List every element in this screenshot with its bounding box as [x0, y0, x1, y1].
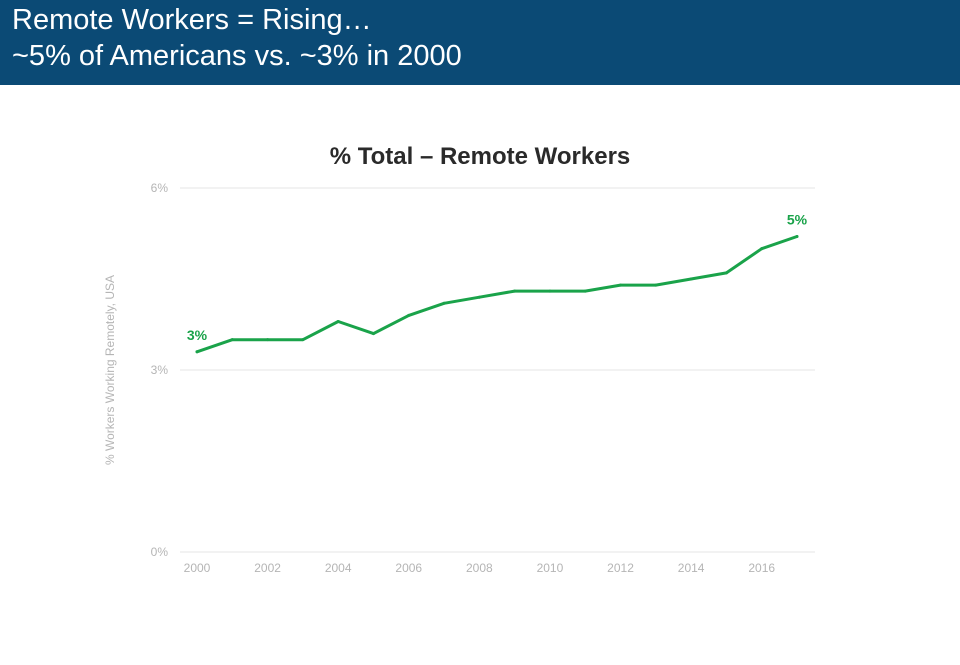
- y-tick-label: 0%: [151, 545, 169, 559]
- slide-header: Remote Workers = Rising… ~5% of American…: [0, 0, 960, 85]
- data-point: [266, 338, 270, 342]
- data-point: [301, 338, 305, 342]
- data-point: [477, 295, 481, 299]
- data-point: [619, 283, 623, 287]
- y-tick-label: 6%: [151, 181, 169, 195]
- x-tick-label: 2002: [254, 561, 281, 575]
- data-point: [513, 289, 517, 293]
- data-point: [689, 277, 693, 281]
- x-tick-label: 2010: [537, 561, 564, 575]
- data-point: [195, 350, 199, 354]
- data-point: [230, 338, 234, 342]
- x-tick-label: 2012: [607, 561, 634, 575]
- data-point: [795, 235, 799, 239]
- data-point: [336, 319, 340, 323]
- data-point: [760, 247, 764, 251]
- data-point: [654, 283, 658, 287]
- x-tick-label: 2000: [184, 561, 211, 575]
- x-tick-label: 2006: [395, 561, 422, 575]
- chart-title: % Total – Remote Workers: [330, 143, 631, 170]
- x-tick-label: 2004: [325, 561, 352, 575]
- data-label: 3%: [187, 327, 208, 343]
- slide-title: Remote Workers = Rising…: [12, 4, 372, 36]
- x-tick-label: 2016: [748, 561, 775, 575]
- slide-subtitle: ~5% of Americans vs. ~3% in 2000: [12, 40, 462, 72]
- data-point: [407, 313, 411, 317]
- data-point: [583, 289, 587, 293]
- data-label: 5%: [787, 212, 808, 228]
- y-axis-label: % Workers Working Remotely, USA: [103, 275, 117, 465]
- data-point: [724, 271, 728, 275]
- data-point: [371, 332, 375, 336]
- series-line: [195, 235, 799, 354]
- x-tick-label: 2014: [678, 561, 705, 575]
- x-tick-label: 2008: [466, 561, 493, 575]
- y-tick-label: 3%: [151, 363, 169, 377]
- data-point: [548, 289, 552, 293]
- data-point: [442, 301, 446, 305]
